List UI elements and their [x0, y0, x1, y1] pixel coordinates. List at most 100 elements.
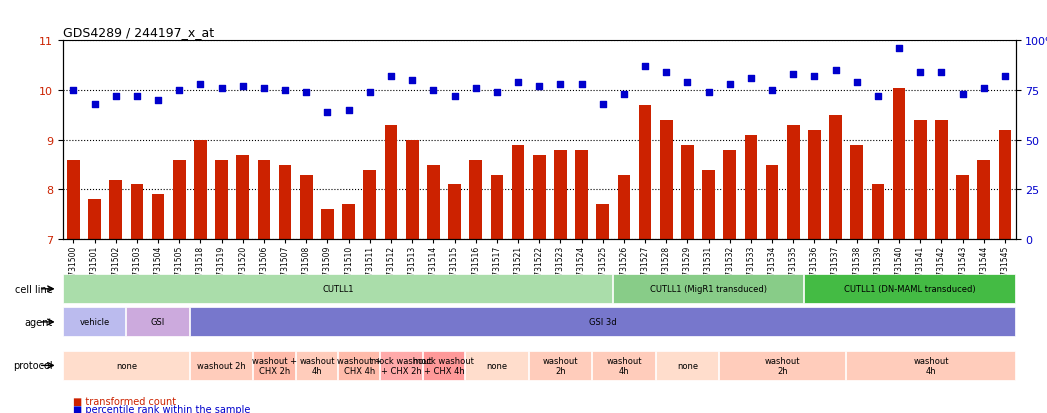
Bar: [871, 185, 885, 413]
Point: [214, 85, 230, 92]
Bar: [321, 210, 334, 413]
Bar: [956, 175, 970, 413]
Point: [700, 90, 717, 96]
Point: [848, 80, 865, 86]
Point: [806, 74, 823, 80]
Bar: [342, 205, 355, 413]
Text: none: none: [116, 361, 137, 370]
Text: agent: agent: [24, 317, 52, 327]
Point: [742, 76, 759, 82]
Point: [510, 80, 527, 86]
Bar: [216, 160, 228, 413]
Bar: [681, 145, 694, 413]
Bar: [258, 160, 270, 413]
Text: washout
4h: washout 4h: [299, 356, 335, 375]
Point: [319, 109, 336, 116]
Point: [721, 82, 738, 88]
Point: [361, 90, 378, 96]
Point: [108, 93, 125, 100]
Bar: [173, 160, 185, 413]
Point: [997, 74, 1013, 80]
Bar: [703, 170, 715, 413]
Point: [404, 78, 421, 84]
Bar: [765, 165, 779, 413]
Bar: [723, 150, 736, 413]
Point: [531, 83, 548, 90]
Bar: [237, 155, 249, 413]
Text: mock washout
+ CHX 4h: mock washout + CHX 4h: [414, 356, 474, 375]
Bar: [893, 88, 906, 413]
Point: [235, 83, 251, 90]
Point: [680, 80, 696, 86]
Text: mock washout
+ CHX 2h: mock washout + CHX 2h: [371, 356, 432, 375]
Bar: [660, 121, 672, 413]
Bar: [999, 131, 1011, 413]
Point: [425, 88, 442, 94]
Point: [933, 70, 950, 76]
Bar: [597, 205, 609, 413]
Bar: [131, 185, 143, 413]
Bar: [850, 145, 863, 413]
Bar: [808, 131, 821, 413]
Bar: [490, 175, 504, 413]
Point: [616, 92, 632, 98]
Point: [129, 93, 146, 100]
Text: CUTLL1: CUTLL1: [322, 285, 354, 294]
Bar: [935, 121, 948, 413]
Bar: [469, 160, 482, 413]
Point: [891, 46, 908, 52]
Bar: [787, 126, 800, 413]
Bar: [152, 195, 164, 413]
Text: washout +
CHX 2h: washout + CHX 2h: [252, 356, 297, 375]
Bar: [978, 160, 990, 413]
Bar: [363, 170, 376, 413]
Text: GSI: GSI: [151, 318, 165, 327]
Point: [658, 70, 674, 76]
Point: [192, 82, 208, 88]
Text: vehicle: vehicle: [80, 318, 110, 327]
Bar: [829, 116, 842, 413]
Text: washout
2h: washout 2h: [765, 356, 801, 375]
Point: [595, 102, 611, 108]
Bar: [427, 165, 440, 413]
Text: washout
4h: washout 4h: [913, 356, 949, 375]
Bar: [406, 140, 419, 413]
Text: washout
4h: washout 4h: [606, 356, 642, 375]
Point: [382, 74, 399, 80]
Bar: [575, 150, 588, 413]
Text: GSI 3d: GSI 3d: [588, 318, 617, 327]
Point: [298, 90, 315, 96]
Point: [870, 93, 887, 100]
Point: [954, 92, 971, 98]
Point: [912, 70, 929, 76]
Bar: [88, 200, 101, 413]
Bar: [384, 126, 398, 413]
Point: [489, 90, 506, 96]
Bar: [448, 185, 461, 413]
Bar: [512, 145, 525, 413]
Point: [446, 93, 463, 100]
Point: [573, 82, 589, 88]
Point: [65, 88, 82, 94]
Point: [637, 64, 653, 70]
Point: [171, 88, 187, 94]
Text: cell line: cell line: [15, 284, 52, 294]
Text: none: none: [486, 361, 508, 370]
Bar: [194, 140, 207, 413]
Bar: [299, 175, 313, 413]
Text: CUTLL1 (MigR1 transduced): CUTLL1 (MigR1 transduced): [650, 285, 767, 294]
Bar: [533, 155, 545, 413]
Point: [255, 85, 272, 92]
Point: [552, 82, 569, 88]
Bar: [639, 106, 651, 413]
Text: ■ percentile rank within the sample: ■ percentile rank within the sample: [73, 404, 250, 413]
Text: washout +
CHX 4h: washout + CHX 4h: [337, 356, 382, 375]
Text: GDS4289 / 244197_x_at: GDS4289 / 244197_x_at: [63, 26, 214, 39]
Point: [340, 107, 357, 114]
Bar: [67, 160, 80, 413]
Bar: [744, 135, 757, 413]
Point: [86, 102, 103, 108]
Point: [827, 68, 844, 74]
Text: washout
2h: washout 2h: [542, 356, 578, 375]
Point: [276, 88, 293, 94]
